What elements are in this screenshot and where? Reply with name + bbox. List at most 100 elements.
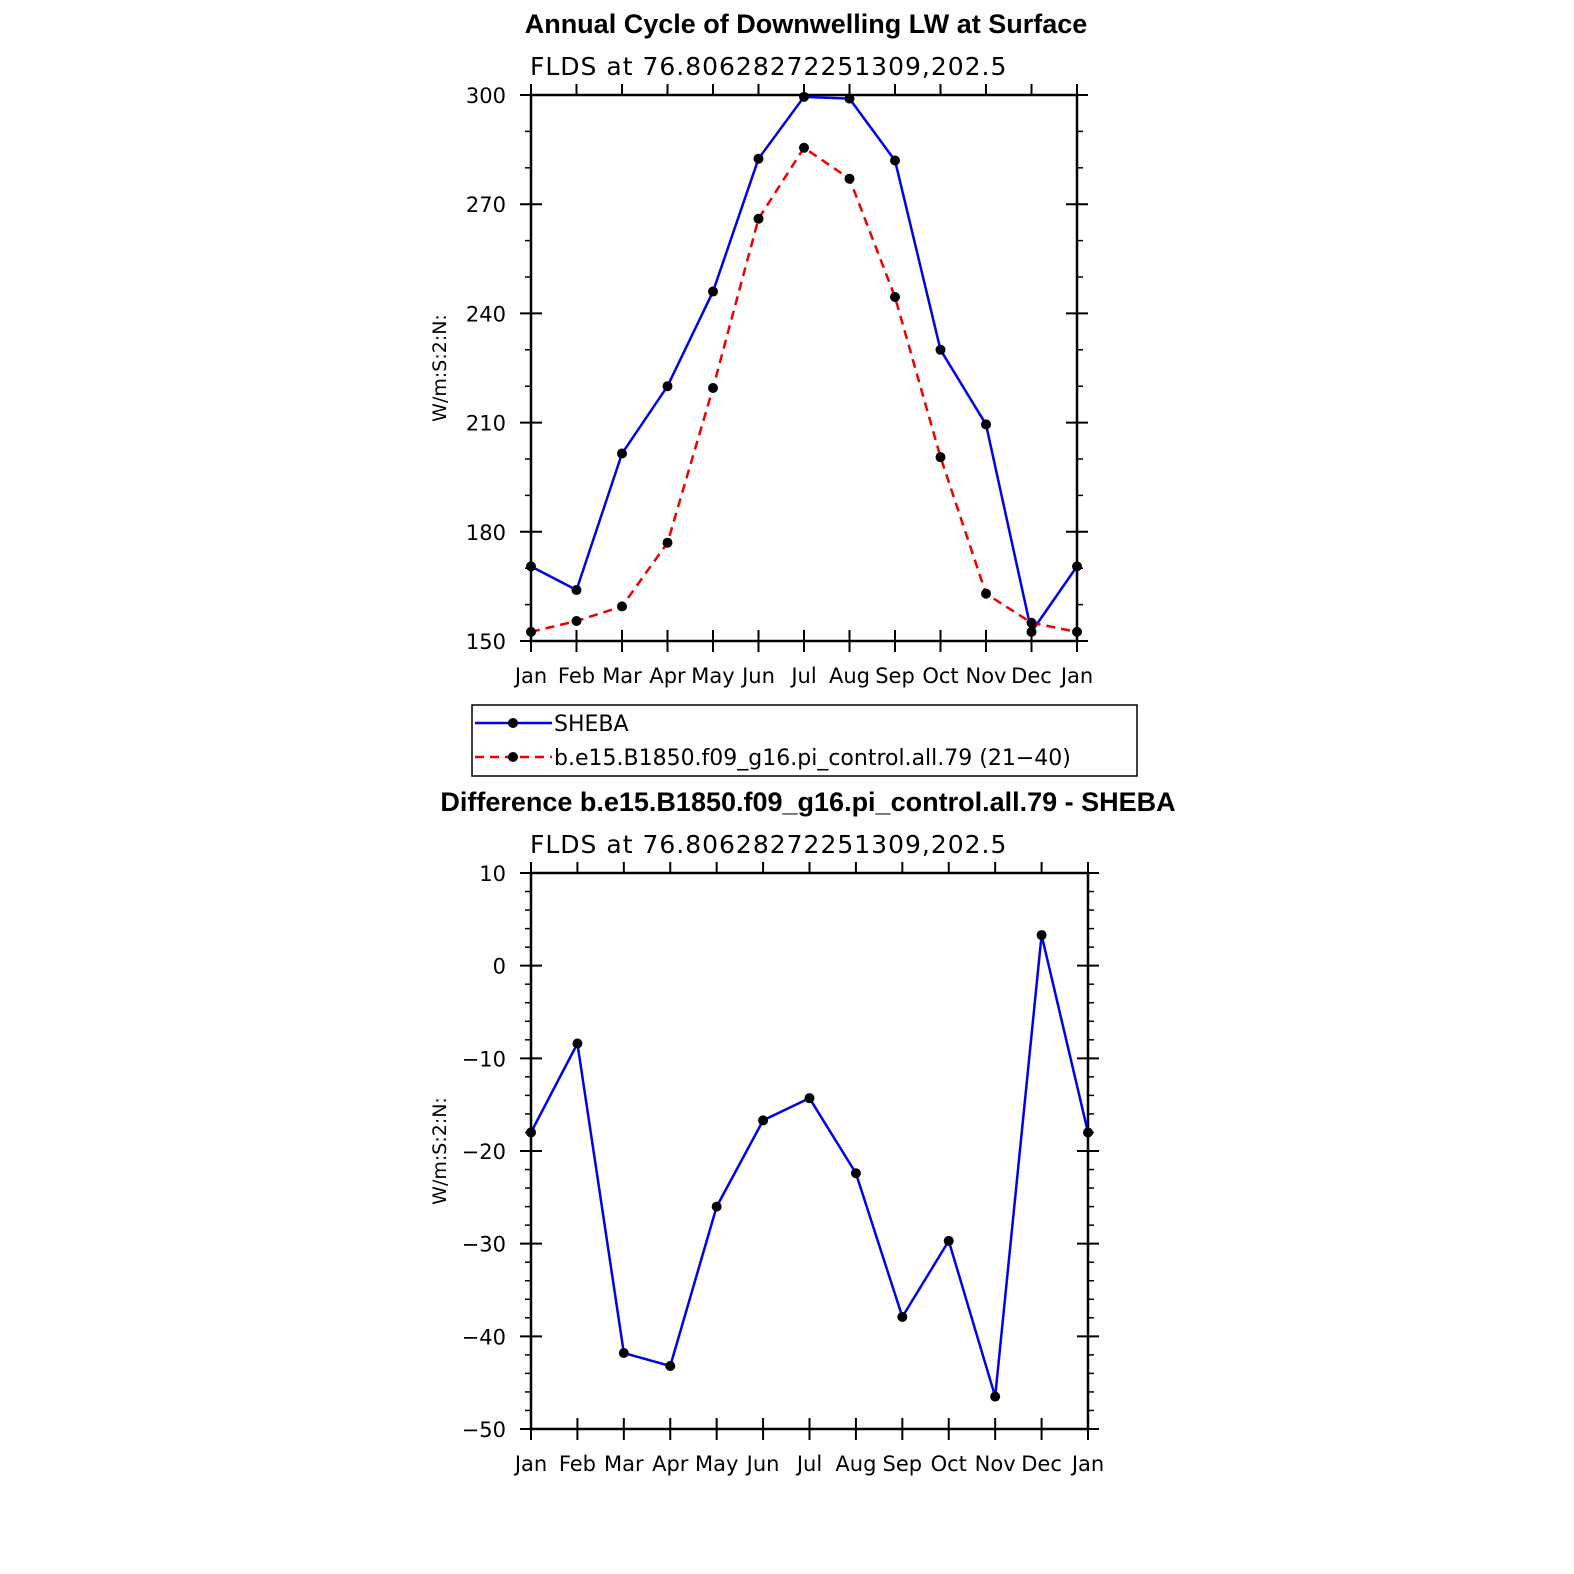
series-1-point: [935, 452, 946, 463]
series-0-point: [981, 419, 991, 430]
x-tick-label: Feb: [559, 1452, 596, 1476]
y-tick-label: 10: [479, 862, 506, 886]
chart-title: Annual Cycle of Downwelling LW at Surfac…: [525, 9, 1088, 39]
x-tick-label: Aug: [835, 1452, 876, 1476]
annual-cycle-plot-area: 150 180 210 240 270 300 Jan Feb Mar Apr May Jun Jul A…: [466, 84, 1093, 688]
x-tick-label: Feb: [558, 664, 595, 688]
plot-frame: [529, 871, 1090, 1431]
series-0-point: [618, 1348, 629, 1359]
difference-y-axis-label: W/m:S:2:N:: [429, 1097, 451, 1205]
y-tick-label: 240: [466, 302, 506, 326]
x-tick-label: Jul: [789, 664, 816, 688]
series-0-point: [711, 1201, 722, 1212]
y-tick-label: 0: [493, 955, 506, 979]
series-1-point: [844, 173, 855, 184]
x-tick-label: Dec: [1021, 1452, 1062, 1476]
x-tick-label: May: [691, 664, 734, 688]
y-tick-label: −30: [462, 1233, 506, 1257]
y-tick-label: −50: [462, 1418, 506, 1442]
x-tick-label: Jun: [745, 1452, 780, 1476]
x-tick-label: Jan: [1070, 1452, 1104, 1476]
series-0-point: [890, 155, 900, 166]
difference-plot-area: −50 −40 −30 −20 −10 0 10 Jan Feb Mar Apr May Jun Jul A…: [462, 862, 1104, 1476]
series-1-point: [526, 626, 536, 637]
series-0-point: [665, 1360, 676, 1371]
series-0-point: [617, 448, 627, 459]
series-1-point: [708, 383, 718, 394]
difference-chart-subtitle: FLDS at 76.80628272251309,202.5: [530, 830, 1007, 859]
y-tick-label: −40: [462, 1325, 506, 1349]
series-1-point: [617, 601, 627, 612]
series-line-0: [529, 933, 1090, 1398]
series-1-point: [753, 213, 764, 224]
x-tick-label: Jul: [795, 1452, 822, 1476]
series-1-point: [981, 588, 991, 599]
series-line-0: [530, 95, 1079, 634]
y-tick-label: −10: [462, 1047, 506, 1071]
series-0-point: [990, 1391, 1001, 1402]
y-axis-label: W/m:S:2:N:: [429, 314, 451, 422]
series-0-point: [662, 381, 673, 392]
plot-frame: [529, 93, 1079, 643]
legend-box: [471, 704, 1138, 777]
series-0-point: [572, 1038, 583, 1049]
series-0-point: [571, 585, 582, 596]
y-tick-label: 210: [466, 412, 506, 436]
x-tick-label: Oct: [922, 664, 958, 688]
x-tick-label: Jan: [513, 1452, 547, 1476]
x-tick-label: Apr: [652, 1452, 689, 1476]
x-tick-label: Dec: [1011, 664, 1052, 688]
x-tick-label: May: [695, 1452, 738, 1476]
series-0-point: [1026, 626, 1037, 637]
y-tick-label: 150: [466, 630, 506, 654]
x-tick-label: Nov: [966, 664, 1007, 688]
x-tick-label: Sep: [883, 1452, 923, 1476]
x-tick-label: Sep: [875, 664, 915, 688]
series-1-point: [1072, 626, 1082, 637]
x-tick-label: Jun: [740, 664, 775, 688]
series-0-point: [526, 561, 536, 572]
annual-cycle-chart: Annual Cycle of Downwelling LW at Surfac…: [429, 9, 1093, 688]
x-tick-label: Apr: [649, 664, 686, 688]
y-tick-label: −20: [462, 1140, 506, 1164]
legend-model-marker: [508, 752, 518, 762]
difference-chart: Difference b.e15.B1850.f09_g16.pi_contro…: [429, 787, 1176, 1476]
legend-sheba-label: SHEBA: [554, 712, 629, 737]
x-tick-label: Nov: [975, 1452, 1016, 1476]
x-tick-label: Jan: [1059, 664, 1093, 688]
legend-sheba-marker: [508, 718, 518, 728]
series-0-point: [804, 1093, 815, 1104]
legend-model-label: b.e15.B1850.f09_g16.pi_control.all.79 (2…: [554, 746, 1071, 771]
series-0-point: [1083, 1127, 1093, 1138]
series-0-point: [708, 286, 718, 297]
series-0-point: [758, 1115, 769, 1126]
series-0-point: [526, 1127, 536, 1138]
legend: SHEBA b.e15.B1850.f09_g16.pi_control.all…: [471, 704, 1138, 777]
series-0-point: [1072, 561, 1082, 572]
series-0-point: [943, 1235, 954, 1246]
series-0-point: [799, 91, 809, 102]
series-0-point: [897, 1311, 908, 1322]
series-1-point: [890, 292, 900, 303]
series-0-point: [753, 153, 764, 164]
y-tick-label: 270: [466, 193, 506, 217]
series-0-point: [850, 1168, 861, 1179]
y-tick-label: 180: [466, 521, 506, 545]
difference-chart-title: Difference b.e15.B1850.f09_g16.pi_contro…: [440, 787, 1175, 817]
chart-subtitle: FLDS at 76.80628272251309,202.5: [530, 52, 1007, 81]
series-line-1: [530, 146, 1078, 634]
x-tick-label: Aug: [829, 664, 870, 688]
y-tick-label: 300: [466, 84, 506, 108]
series-1-point: [571, 615, 582, 626]
series-0-point: [844, 93, 855, 104]
x-tick-label: Oct: [931, 1452, 967, 1476]
x-tick-label: Jan: [513, 664, 547, 688]
series-1-point: [662, 537, 673, 548]
x-tick-label: Mar: [602, 664, 642, 688]
x-tick-label: Mar: [604, 1452, 644, 1476]
series-1-point: [799, 142, 809, 153]
series-1-point: [1026, 617, 1037, 628]
series-0-point: [1036, 930, 1047, 941]
series-0-point: [935, 344, 946, 355]
